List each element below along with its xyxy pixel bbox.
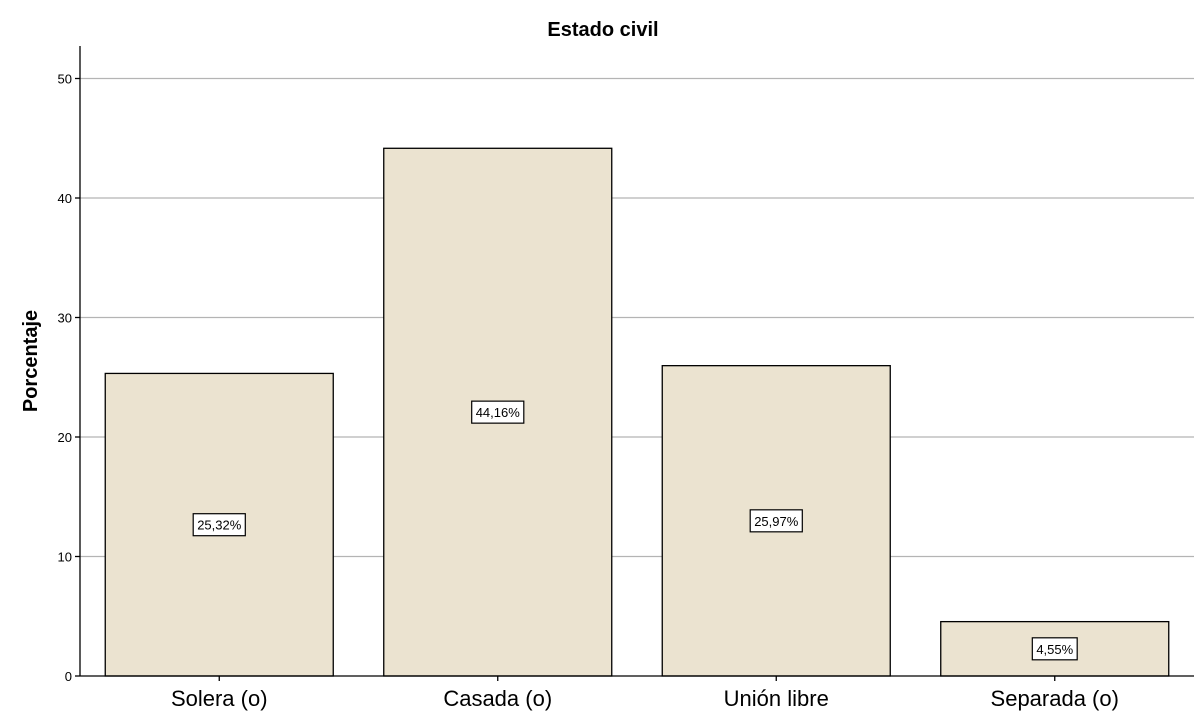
data-label-box: [749, 509, 803, 533]
bars: [104, 147, 1170, 677]
data-labels: 25,32% 44,16% 25,97% 4,55%: [192, 400, 1078, 661]
chart-title: Estado civil: [547, 19, 658, 41]
data-label: 44,16%: [471, 400, 525, 424]
data-label: 4,55%: [1031, 637, 1078, 661]
data-label-box: [471, 400, 525, 424]
data-label-box: [192, 513, 246, 537]
axes: [75, 46, 1194, 681]
x-tick-label: Casada (o): [443, 686, 552, 711]
y-tick-label: 30: [58, 311, 72, 326]
y-tick-label: 50: [58, 72, 72, 87]
tick-labels: 0 10 20 30 40 50 Solera (o) Casada (o) Unión lib…: [58, 72, 1119, 712]
y-axis-label: Porcentaje: [20, 310, 42, 412]
y-tick-label: 40: [58, 191, 72, 206]
x-tick-label: Separada (o): [991, 686, 1119, 711]
data-label-text: 44,16%: [476, 405, 521, 420]
data-label-box: [1031, 637, 1078, 661]
data-label: 25,32%: [192, 513, 246, 537]
data-label: 25,97%: [749, 509, 803, 533]
x-tick-label: Unión libre: [724, 686, 829, 711]
y-tick-label: 0: [65, 669, 72, 684]
y-tick-label: 10: [58, 550, 72, 565]
x-tick-label: Solera (o): [171, 686, 268, 711]
data-label-text: 25,97%: [754, 514, 799, 529]
data-label-text: 25,32%: [197, 518, 242, 533]
y-tick-label: 20: [58, 430, 72, 445]
data-label-text: 4,55%: [1036, 642, 1073, 657]
